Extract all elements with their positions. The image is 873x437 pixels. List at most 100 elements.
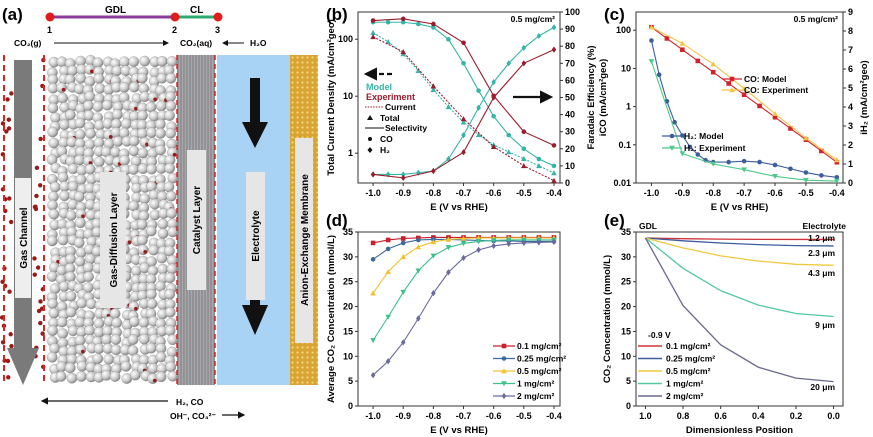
carbon-sphere bbox=[47, 199, 58, 211]
data-point bbox=[506, 132, 512, 138]
carbon-sphere bbox=[156, 55, 168, 67]
y-tick-label: 1 bbox=[626, 102, 631, 112]
data-point bbox=[834, 157, 840, 163]
cl-segment-label: CL bbox=[190, 5, 203, 16]
series-line bbox=[645, 237, 834, 241]
catalyst-layer-label: Catalyst Layer bbox=[192, 186, 203, 254]
carbon-sphere bbox=[47, 126, 59, 138]
data-point bbox=[446, 37, 451, 42]
carbon-sphere bbox=[84, 325, 96, 336]
carbon-sphere bbox=[156, 100, 167, 112]
annotation: 0.5 mg/cm² bbox=[794, 14, 839, 24]
annotation: 0.5 mg/cm² bbox=[511, 14, 556, 24]
y2-tick-label: 9 bbox=[848, 7, 853, 17]
electrolyte-side-label: Electrolyte bbox=[803, 221, 847, 231]
series-line bbox=[645, 237, 834, 318]
y-tick-label: 35 bbox=[621, 227, 631, 237]
data-point bbox=[446, 269, 451, 276]
carbon-sphere bbox=[93, 156, 105, 168]
gas-particle bbox=[35, 265, 41, 270]
gas-particle bbox=[9, 91, 14, 96]
data-point bbox=[400, 236, 406, 241]
legend-selectivity: Selectivity bbox=[385, 123, 427, 133]
gas-particle bbox=[6, 117, 12, 122]
carbon-sphere bbox=[166, 263, 178, 275]
data-point bbox=[430, 239, 437, 245]
y2-tick-label: 5 bbox=[848, 83, 853, 93]
gas-particle bbox=[8, 332, 13, 337]
data-point bbox=[430, 86, 437, 93]
carbon-sphere bbox=[57, 328, 69, 339]
y-tick-label: 20 bbox=[621, 302, 631, 312]
carbon-sphere bbox=[157, 218, 169, 230]
carbon-sphere bbox=[57, 234, 69, 246]
y-tick-label: 0.01 bbox=[613, 178, 631, 188]
carbon-sphere bbox=[155, 144, 166, 156]
carbon-sphere bbox=[84, 90, 96, 102]
data-point bbox=[656, 72, 662, 77]
series-1 bbox=[648, 24, 840, 163]
data-point bbox=[803, 177, 809, 183]
carbon-sphere bbox=[74, 335, 86, 346]
data-point bbox=[385, 358, 391, 365]
x-tick-label: -0.4 bbox=[546, 188, 562, 198]
data-point bbox=[501, 356, 507, 361]
panel-label-a: (a) bbox=[2, 5, 23, 24]
electrolyte-flow-arrow-icon bbox=[242, 78, 268, 148]
gas-particle bbox=[34, 165, 40, 171]
carbon-sphere bbox=[137, 244, 149, 256]
carbon-sphere bbox=[75, 73, 87, 84]
gdl-particle bbox=[172, 152, 177, 157]
carbon-sphere bbox=[112, 136, 124, 147]
cl-label-box bbox=[187, 150, 206, 290]
gdl-particle bbox=[88, 161, 93, 165]
carbon-sphere bbox=[147, 91, 159, 103]
carbon-sphere bbox=[73, 237, 85, 249]
gdl-particle bbox=[81, 214, 85, 218]
carbon-sphere bbox=[129, 316, 140, 327]
panel-label-e: (e) bbox=[604, 211, 625, 230]
gas-particle bbox=[7, 196, 12, 201]
carbon-sphere bbox=[119, 56, 130, 68]
data-point bbox=[400, 174, 406, 181]
y2-tick-label: 0 bbox=[565, 178, 570, 188]
data-point bbox=[501, 392, 507, 400]
carbon-sphere bbox=[128, 301, 140, 312]
node-1-label: 1 bbox=[47, 25, 52, 35]
data-point bbox=[551, 170, 557, 176]
carbon-sphere bbox=[94, 83, 106, 94]
carbon-sphere bbox=[127, 334, 139, 345]
x-tick-label: 1.0 bbox=[639, 411, 652, 421]
data-point bbox=[415, 237, 421, 243]
legend-label: 0.1 mg/cm² bbox=[517, 341, 562, 351]
y-tick-label: 1 bbox=[348, 148, 353, 158]
data-point bbox=[834, 178, 840, 184]
data-point bbox=[431, 25, 436, 30]
series-2 bbox=[649, 38, 840, 180]
gas-particle bbox=[38, 299, 43, 304]
data-point bbox=[741, 167, 747, 173]
data-point bbox=[461, 254, 466, 261]
legend-label: 1 mg/cm² bbox=[666, 379, 703, 389]
data-point bbox=[491, 94, 496, 101]
data-point bbox=[648, 59, 655, 65]
series-line bbox=[645, 237, 834, 266]
gdl-particle bbox=[81, 349, 85, 354]
data-point bbox=[431, 21, 436, 27]
y-axis-title: Total Current Density (mA/cm²geo) bbox=[326, 19, 337, 176]
legend-label: 0.25 mg/cm² bbox=[666, 354, 715, 364]
data-point bbox=[695, 152, 701, 157]
data-point bbox=[501, 368, 507, 374]
carbon-sphere bbox=[146, 298, 158, 310]
carbon-sphere bbox=[118, 81, 130, 93]
chart-d: -1.0 -0.9 -0.8 -0.7 -0.6 -0.5 -0.4 0 5 10 15 20 25 30… bbox=[326, 227, 566, 436]
carbon-sphere bbox=[145, 288, 157, 300]
carbon-sphere bbox=[155, 127, 166, 139]
carbon-sphere bbox=[128, 56, 140, 68]
gas-particle bbox=[9, 343, 14, 349]
carbon-sphere bbox=[164, 162, 176, 174]
carbon-sphere bbox=[65, 290, 77, 302]
data-point bbox=[521, 44, 527, 52]
data-point bbox=[461, 132, 466, 139]
legend-label: 2 mg/cm² bbox=[517, 391, 554, 401]
